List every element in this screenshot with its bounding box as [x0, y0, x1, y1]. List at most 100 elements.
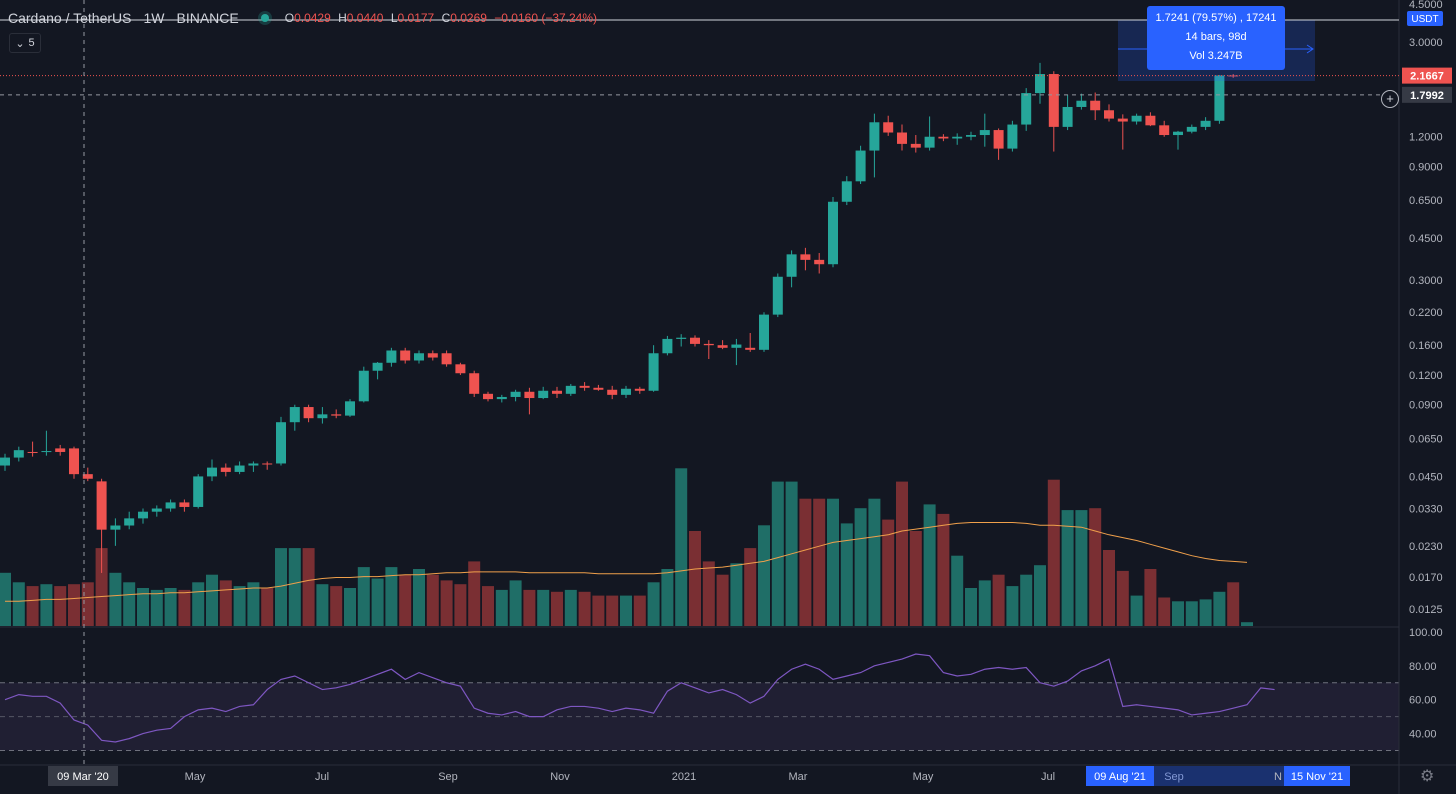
volume-bar: [468, 561, 481, 626]
candle-body: [524, 391, 535, 399]
last-price-label: 2.1667: [1410, 71, 1444, 83]
volume-bar: [1075, 510, 1088, 626]
volume-bar: [1103, 550, 1115, 626]
price-tick-label: 0.0230: [1409, 541, 1443, 553]
rsi-tick-label: 60.00: [1409, 695, 1437, 707]
candle-body: [1062, 106, 1073, 127]
volume-bar: [302, 548, 315, 626]
candle-body: [234, 465, 245, 472]
candle-body: [814, 259, 825, 265]
candle-body: [372, 362, 383, 371]
currency-label: USDT: [1411, 14, 1438, 25]
volume-bar: [357, 567, 370, 626]
ohlc-values: O0.0429 H0.0440 L0.0177 C0.0269 −0.0160 …: [284, 11, 598, 25]
range-start-badge: [1086, 766, 1154, 786]
crosshair-price-label: 1.7992: [1410, 90, 1444, 102]
candle-body: [897, 132, 907, 144]
candle-body: [621, 388, 631, 395]
candle-body: [179, 502, 190, 507]
indicators-collapse-button[interactable]: ⌄ 5: [9, 33, 41, 53]
market-status-icon: [260, 14, 269, 22]
range-start-label: 09 Aug '21: [1094, 771, 1146, 783]
volume-bar: [495, 589, 508, 626]
candle-body: [979, 130, 990, 136]
symbol-header: Cardano / TetherUS 1W BINANCE O0.0429 H0…: [8, 10, 601, 26]
volume-bar: [1185, 601, 1198, 626]
volume-bar: [537, 589, 550, 626]
add-alert-plus-icon[interactable]: +: [1381, 90, 1399, 108]
volume-bar: [26, 586, 39, 626]
time-tick-label: Jul: [315, 771, 329, 783]
volume-bar: [633, 595, 646, 626]
volume-bar: [0, 572, 11, 626]
volume-bar: [233, 586, 246, 626]
candle-body: [662, 338, 673, 354]
candle-body: [993, 130, 1004, 149]
volume-layer: [0, 468, 1253, 626]
candle-body: [262, 463, 273, 465]
volume-bar: [854, 508, 867, 626]
candle-body: [952, 136, 963, 139]
candle-body: [759, 314, 769, 350]
candle-body: [1173, 131, 1183, 136]
candle-body: [924, 136, 935, 148]
change-value: −0.0160 (−37.24%): [494, 11, 598, 25]
volume-bar: [592, 595, 605, 626]
symbol-name[interactable]: Cardano / TetherUS: [8, 10, 132, 26]
volume-bar: [689, 531, 701, 626]
candle-body: [800, 254, 811, 260]
volume-bar: [1172, 601, 1184, 626]
candle-body: [41, 451, 52, 453]
candle-body: [869, 122, 880, 151]
volume-bar: [1006, 586, 1019, 626]
hidden-time-label: N: [1274, 771, 1282, 783]
gear-icon[interactable]: ⚙: [1420, 768, 1435, 785]
candle-body: [331, 414, 342, 416]
candle-body: [1117, 118, 1128, 122]
candle-body: [841, 181, 852, 202]
volume-bar: [744, 548, 757, 626]
volume-ma-line: [5, 521, 1248, 602]
volume-bar: [827, 498, 839, 626]
candle-body: [828, 201, 838, 265]
candle-body: [110, 525, 121, 530]
candle-body: [538, 390, 549, 399]
price-tick-label-partial: 4.5000: [1409, 0, 1443, 11]
candle-body: [427, 353, 438, 358]
volume-bar: [371, 578, 384, 626]
volume-bar: [1034, 565, 1046, 626]
candle-body: [400, 350, 411, 361]
candle-body: [1131, 115, 1142, 122]
candle-body: [1214, 75, 1225, 121]
candle-body: [731, 344, 742, 348]
candle-body: [745, 347, 756, 350]
volume-bar: [247, 582, 260, 626]
volume-bar: [1116, 570, 1129, 626]
interval-label[interactable]: 1W: [143, 10, 165, 26]
price-tick-label: 0.0125: [1409, 604, 1443, 616]
currency-badge: [1407, 11, 1443, 26]
candle-body: [496, 396, 507, 400]
candle-body: [1159, 125, 1170, 136]
volume-bar: [1158, 597, 1171, 626]
candle-body: [248, 463, 259, 466]
candle-body: [13, 450, 24, 458]
candle-body: [1048, 74, 1059, 127]
candle-body: [593, 387, 604, 390]
candle-body: [483, 393, 493, 400]
volume-bar: [1020, 574, 1033, 626]
volume-bar: [813, 498, 826, 626]
volume-bar: [606, 595, 619, 626]
candle-body: [0, 457, 10, 466]
time-tick-label: Jul: [1041, 771, 1055, 783]
rsi-tick-label: 80.00: [1409, 661, 1437, 673]
axes-layer: 3.00001.80001.20000.90000.65000.45000.30…: [48, 0, 1452, 786]
candle-body: [414, 353, 424, 361]
candle-body: [358, 370, 369, 402]
price-tick-label: 3.0000: [1409, 37, 1443, 49]
candle-body: [193, 476, 204, 507]
price-tick-label: 0.6500: [1409, 195, 1443, 207]
volume-bar: [992, 574, 1005, 626]
